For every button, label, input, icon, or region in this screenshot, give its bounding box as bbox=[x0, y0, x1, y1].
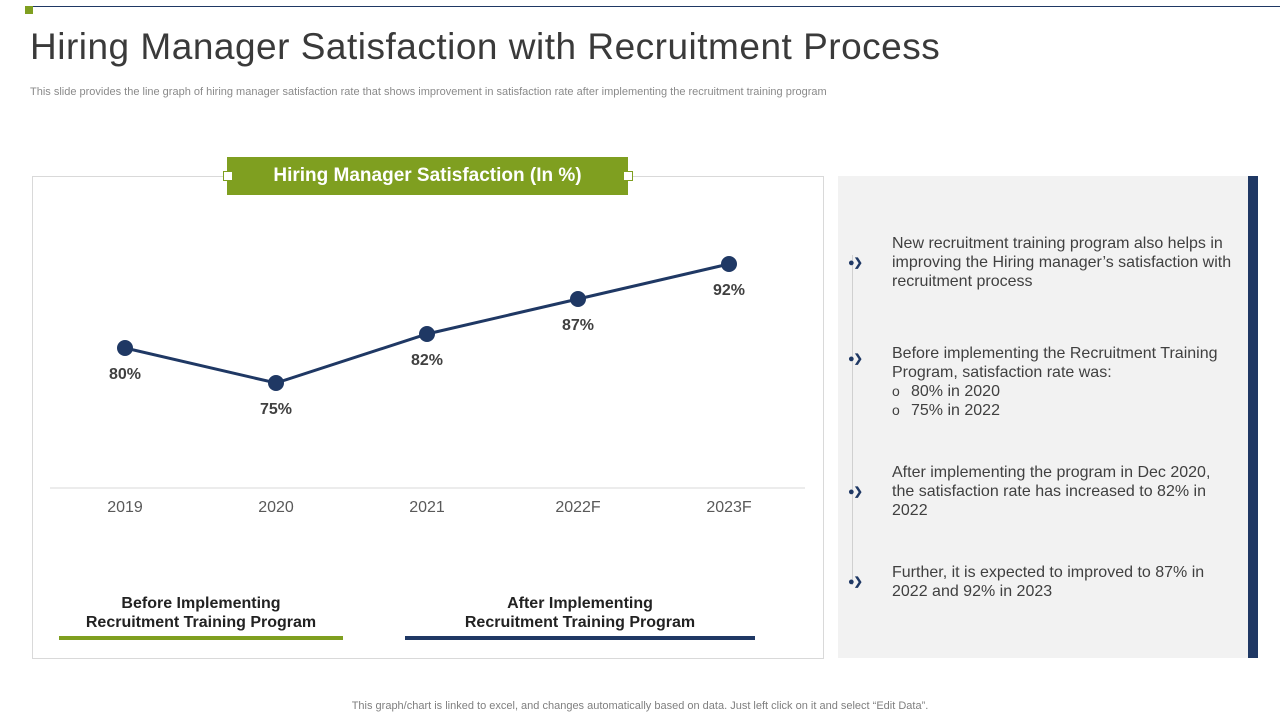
info-item-2-sub-1: 80% in 2020 bbox=[892, 382, 1237, 401]
header-right-handle bbox=[623, 171, 633, 181]
double-chevron-icon: ●❯ bbox=[848, 257, 863, 269]
info-item-1-text: New recruitment training program also he… bbox=[892, 235, 1232, 290]
header-left-handle bbox=[223, 171, 233, 181]
info-item-4: Further, it is expected to improved to 8… bbox=[892, 563, 1237, 601]
top-rule bbox=[28, 6, 1280, 7]
info-panel-accent-bar bbox=[1248, 176, 1258, 658]
footer-note: This graph/chart is linked to excel, and… bbox=[351, 700, 929, 712]
legend-after-line2: Recruitment Training Program bbox=[464, 614, 696, 631]
info-item-3: After implementing the program in Dec 20… bbox=[892, 463, 1237, 520]
info-item-2-sub-2: 75% in 2022 bbox=[892, 401, 1237, 420]
info-item-1: New recruitment training program also he… bbox=[892, 234, 1237, 291]
info-item-2-sublist: 80% in 2020 75% in 2022 bbox=[892, 382, 1237, 420]
double-chevron-icon: ●❯ bbox=[848, 353, 863, 365]
legend-after-swatch bbox=[405, 636, 755, 640]
info-timeline-line bbox=[852, 255, 853, 585]
top-accent-square bbox=[25, 6, 33, 14]
legend-before-swatch bbox=[59, 636, 343, 640]
legend-before-line1: Before Implementing bbox=[121, 595, 281, 612]
info-item-4-text: Further, it is expected to improved to 8… bbox=[892, 564, 1205, 600]
double-chevron-icon: ●❯ bbox=[848, 576, 863, 588]
legend-before-line2: Recruitment Training Program bbox=[85, 614, 317, 631]
legend-before: Before Implementing Recruitment Training… bbox=[59, 594, 343, 632]
chart-panel[interactable] bbox=[32, 176, 824, 659]
double-chevron-icon: ●❯ bbox=[848, 486, 863, 498]
info-item-2: Before implementing the Recruitment Trai… bbox=[892, 344, 1237, 420]
chart-header: Hiring Manager Satisfaction (In %) bbox=[227, 157, 628, 195]
page-subtitle: This slide provides the line graph of hi… bbox=[30, 86, 827, 98]
info-item-3-text: After implementing the program in Dec 20… bbox=[892, 464, 1211, 519]
info-item-2-text: Before implementing the Recruitment Trai… bbox=[892, 345, 1218, 381]
legend-after-line1: After Implementing bbox=[507, 595, 653, 612]
page-title: Hiring Manager Satisfaction with Recruit… bbox=[30, 26, 941, 67]
legend-after: After Implementing Recruitment Training … bbox=[405, 594, 755, 632]
